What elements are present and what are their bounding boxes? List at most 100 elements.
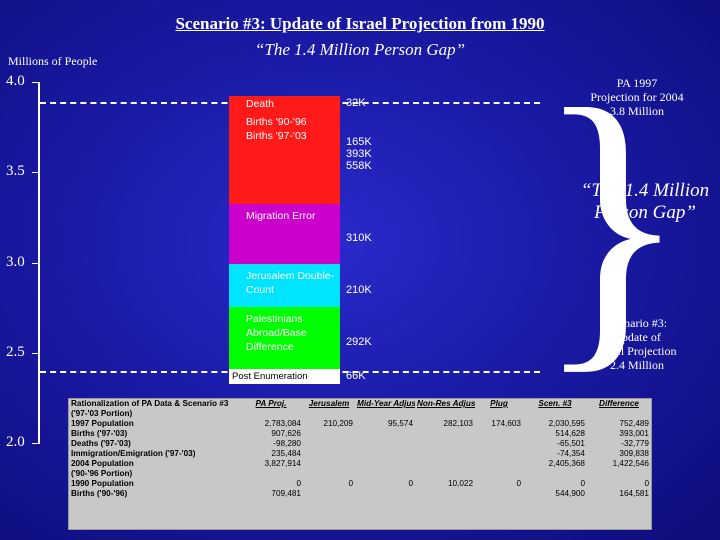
table-cell: 1997 Population bbox=[71, 419, 134, 428]
bar-value-label: 210K bbox=[346, 283, 372, 296]
table-cell: Plug bbox=[490, 399, 508, 408]
table-cell bbox=[415, 429, 475, 439]
y-tick-mark bbox=[32, 443, 40, 444]
bar-value-label: 165K 393K 558K bbox=[346, 136, 372, 172]
table-cell: Scen. #3 bbox=[538, 399, 572, 408]
y-tick-label: 3.0 bbox=[6, 253, 25, 270]
table-cell: Mid-Year Adjustment bbox=[357, 399, 415, 408]
annotation-top: PA 1997 Projection for 2004 3.8 Million bbox=[590, 76, 684, 118]
table-cell: 0 bbox=[348, 479, 353, 488]
table-cell: 164,581 bbox=[619, 489, 649, 498]
table-section-row: ('97-'03 Portion) bbox=[69, 409, 651, 419]
table-cell bbox=[355, 459, 415, 469]
table-cell: 0 bbox=[408, 479, 413, 488]
table-cell: 10,022 bbox=[447, 479, 473, 488]
bar-segment: Palestinians Abroad/Base Difference bbox=[229, 307, 340, 369]
table-cell: Non-Res Adjustment bbox=[417, 399, 475, 408]
table-cell: 3,827,914 bbox=[264, 459, 301, 468]
table-cell bbox=[303, 459, 355, 469]
table-cell: PA Proj. bbox=[255, 399, 287, 408]
table-cell bbox=[355, 449, 415, 459]
table-cell: 309,838 bbox=[619, 449, 649, 458]
y-tick-label: 4.0 bbox=[6, 73, 25, 89]
table-row: Births ('97-'03) 907,626 514,628 393,001 bbox=[69, 429, 651, 439]
table-cell bbox=[303, 439, 355, 449]
table-cell bbox=[415, 449, 475, 459]
table-cell: 393,001 bbox=[619, 429, 649, 438]
y-tick-label: 2.0 bbox=[6, 434, 25, 450]
table-row: Births ('90-'96) 709,481 544,900 164,581 bbox=[69, 489, 651, 499]
table-cell bbox=[475, 489, 523, 499]
y-tick-mark bbox=[32, 352, 40, 354]
table-cell: 0 bbox=[580, 479, 585, 488]
table-row: 1997 Population 2,783,084 210,209 95,574 282… bbox=[69, 419, 651, 429]
table-cell: 0 bbox=[296, 479, 301, 488]
table-cell: 514,628 bbox=[555, 429, 585, 438]
table-cell: 210,209 bbox=[323, 419, 353, 428]
table-cell: 2,783,084 bbox=[264, 419, 301, 428]
table-cell bbox=[303, 449, 355, 459]
table-cell: 907,626 bbox=[271, 429, 301, 438]
annotation-bottom: Scenario #3: Update of Israel Projection… bbox=[597, 316, 677, 372]
table-cell: Rationalization of PA Data & Scenario #3 bbox=[71, 399, 229, 408]
bar-segment: Births '90-'96 Births '97-'03 bbox=[229, 110, 340, 204]
y-tick-mark bbox=[32, 172, 40, 174]
table-cell: Births ('90-'96) bbox=[71, 489, 128, 498]
table-cell: 95,574 bbox=[387, 419, 413, 428]
table-row: 1990 Population 0 0 0 10,022 0 0 0 bbox=[69, 479, 651, 489]
table-cell: -74,354 bbox=[557, 449, 585, 458]
table-row: Immigration/Emigration ('97-'03) 235,484 -… bbox=[69, 449, 651, 459]
table-cell bbox=[415, 459, 475, 469]
bar-segment: Post Enumeration bbox=[229, 369, 340, 384]
table-cell: 0 bbox=[516, 479, 521, 488]
table-header-row: Rationalization of PA Data & Scenario #3… bbox=[69, 399, 651, 409]
table-cell: 752,489 bbox=[619, 419, 649, 428]
bar-segment: Jerusalem Double-Count bbox=[229, 264, 340, 307]
gap-brace-icon: } bbox=[535, 45, 689, 399]
table-cell: 2,030,595 bbox=[548, 419, 585, 428]
data-table: Rationalization of PA Data & Scenario #3… bbox=[68, 398, 652, 530]
table-cell: Deaths ('97-'03) bbox=[71, 439, 131, 448]
table-cell bbox=[303, 429, 355, 439]
y-axis-label: Millions of People bbox=[8, 54, 98, 68]
table-cell bbox=[475, 459, 523, 469]
table-section-label: ('97-'03 Portion) bbox=[71, 409, 133, 418]
table-cell: 0 bbox=[644, 479, 649, 488]
table-cell: 2,405,368 bbox=[548, 459, 585, 468]
table-cell: -98,280 bbox=[273, 439, 301, 448]
bar-segment: Death bbox=[229, 96, 340, 110]
table-cell: 282,103 bbox=[443, 419, 473, 428]
table-cell: 2004 Population bbox=[71, 459, 134, 468]
table-cell bbox=[355, 489, 415, 499]
table-row: Deaths ('97-'03) -98,280 -65,501 -32,779 bbox=[69, 439, 651, 449]
y-tick-mark bbox=[32, 262, 40, 264]
table-cell: 1990 Population bbox=[71, 479, 134, 488]
table-section-row: ('90-'96 Portion) bbox=[69, 469, 651, 479]
table-cell: Jerusalem bbox=[308, 399, 350, 408]
annotation-gap: “The 1.4 Million Person Gap” bbox=[580, 180, 710, 223]
bar-value-label: 310K bbox=[346, 232, 372, 244]
table-cell: -65,501 bbox=[557, 439, 585, 448]
chart-title: Scenario #3: Update of Israel Projection… bbox=[175, 14, 545, 33]
table-cell bbox=[475, 429, 523, 439]
table-cell bbox=[355, 429, 415, 439]
table-cell bbox=[415, 439, 475, 449]
table-cell: -32,779 bbox=[621, 439, 649, 448]
bar-value-label: 32K bbox=[346, 97, 366, 109]
table-cell: 1,422,546 bbox=[612, 459, 649, 468]
table-cell: 235,484 bbox=[271, 449, 301, 458]
table-cell bbox=[415, 489, 475, 499]
table-cell: Immigration/Emigration ('97-'03) bbox=[71, 449, 196, 458]
y-tick-label: 3.5 bbox=[6, 163, 25, 180]
table-cell bbox=[303, 489, 355, 499]
table-row: 2004 Population 3,827,914 2,405,368 1,422,5… bbox=[69, 459, 651, 469]
bar-segment: Migration Error bbox=[229, 204, 340, 264]
table-cell bbox=[355, 439, 415, 449]
table-cell: 709,481 bbox=[271, 489, 301, 498]
chart-subtitle: “The 1.4 Million Person Gap” bbox=[254, 40, 466, 59]
table-cell bbox=[475, 449, 523, 459]
bar-value-label: 292K bbox=[346, 336, 372, 348]
bar-value-label: 66K bbox=[346, 370, 366, 382]
table-cell bbox=[475, 439, 523, 449]
table-cell: Difference bbox=[599, 399, 639, 408]
